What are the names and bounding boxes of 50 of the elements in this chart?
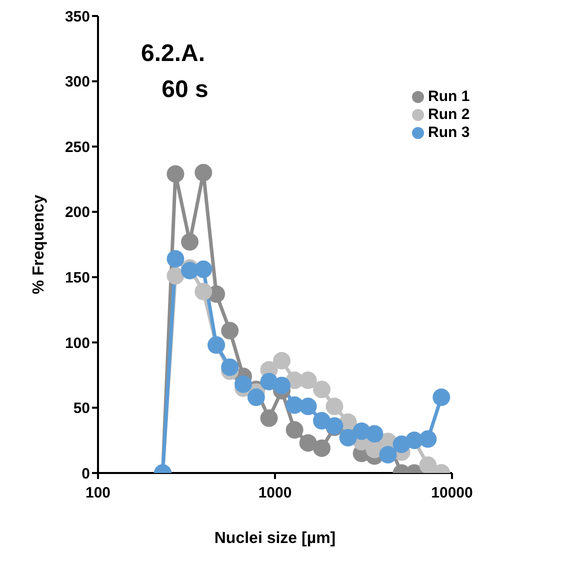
point (419, 456, 437, 473)
point (247, 388, 265, 406)
point (286, 396, 304, 414)
y-tick-label: 350 (64, 8, 90, 26)
point (392, 436, 410, 454)
point (166, 250, 184, 268)
point (194, 282, 212, 300)
point (208, 285, 226, 303)
point (312, 439, 330, 457)
y-tick-label: 200 (64, 204, 90, 222)
point (312, 380, 330, 398)
point (260, 372, 278, 390)
point (432, 388, 450, 406)
point (299, 398, 317, 416)
y-axis-title: % Frequency (30, 194, 48, 294)
point (234, 375, 252, 393)
x-axis-title: Nuclei size [µm] (214, 530, 336, 547)
point (166, 165, 184, 183)
point (326, 398, 344, 416)
y-tick-label: 300 (64, 74, 90, 91)
y-tick-label: 150 (64, 269, 90, 286)
y-tick-label: 250 (64, 138, 90, 156)
point (312, 412, 330, 430)
annotation: 60 s (162, 76, 208, 103)
y-tick-label: 50 (73, 400, 90, 418)
y-tick-label: 0 (82, 465, 90, 482)
point (166, 267, 184, 285)
point (273, 376, 291, 394)
point (299, 434, 317, 452)
point (260, 409, 278, 427)
point (221, 322, 239, 340)
point (194, 260, 212, 278)
point (366, 425, 384, 443)
point (379, 446, 397, 464)
x-tick-label: 100 (85, 484, 111, 502)
point (273, 352, 291, 370)
point (419, 430, 437, 448)
legend-label: Run 1 (428, 88, 470, 105)
point (181, 233, 199, 251)
point (194, 164, 212, 182)
point (286, 421, 304, 439)
x-tick-label: 1000 (258, 484, 292, 502)
y-tick-label: 100 (64, 334, 90, 352)
point (339, 428, 357, 446)
legend-label: Run 2 (428, 106, 470, 123)
legend-label: Run 3 (428, 124, 470, 141)
point (299, 372, 317, 390)
annotation: 6.2.A. (140, 40, 206, 67)
x-tick-label: 10000 (431, 484, 473, 502)
point (221, 358, 239, 376)
